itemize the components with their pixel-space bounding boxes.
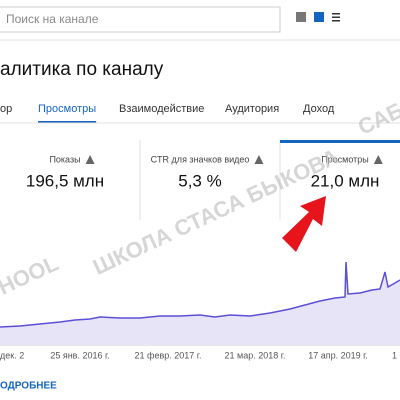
icon-analytics[interactable] <box>296 12 306 22</box>
x-label: 21 мар. 2018 г. <box>225 350 286 360</box>
info-icon <box>373 155 383 164</box>
metric-label[interactable]: Просмотры <box>321 154 369 164</box>
search-placeholder: Поиск на канале <box>6 12 99 26</box>
more-link[interactable]: ОДРОБНЕЕ <box>0 381 57 392</box>
icon-menu[interactable] <box>332 13 340 22</box>
x-label: 17 апр. 2019 г. <box>308 350 368 360</box>
metric-label[interactable]: Показы <box>49 154 80 164</box>
metric-value: 5,3 % <box>178 171 221 190</box>
red-arrow <box>282 196 326 252</box>
tab[interactable]: Доход <box>303 103 335 115</box>
x-label: 1 <box>392 350 397 360</box>
x-label: 25 янв. 2016 г. <box>50 350 109 360</box>
metric-value: 21,0 млн <box>311 171 380 190</box>
tab[interactable]: Просмотры <box>38 103 96 115</box>
icon-studio[interactable] <box>314 12 324 22</box>
x-label: 21 февр. 2017 г. <box>135 350 202 360</box>
metric-label[interactable]: CTR для значков видео <box>151 154 250 164</box>
x-label: дек. 2 <box>0 350 24 360</box>
card-active-bar <box>280 140 400 143</box>
tab[interactable]: Аудитория <box>225 103 279 115</box>
metric-value: 196,5 млн <box>26 171 104 190</box>
info-icon <box>254 155 264 164</box>
info-icon <box>85 155 95 164</box>
page-title: алитика по каналу <box>0 59 164 80</box>
search-box[interactable] <box>0 6 281 33</box>
chart-line <box>0 261 400 328</box>
tab[interactable]: ор <box>0 103 12 115</box>
tab[interactable]: Взаимодействие <box>119 103 204 115</box>
tab-underline <box>38 121 97 123</box>
chart-area <box>0 262 400 345</box>
